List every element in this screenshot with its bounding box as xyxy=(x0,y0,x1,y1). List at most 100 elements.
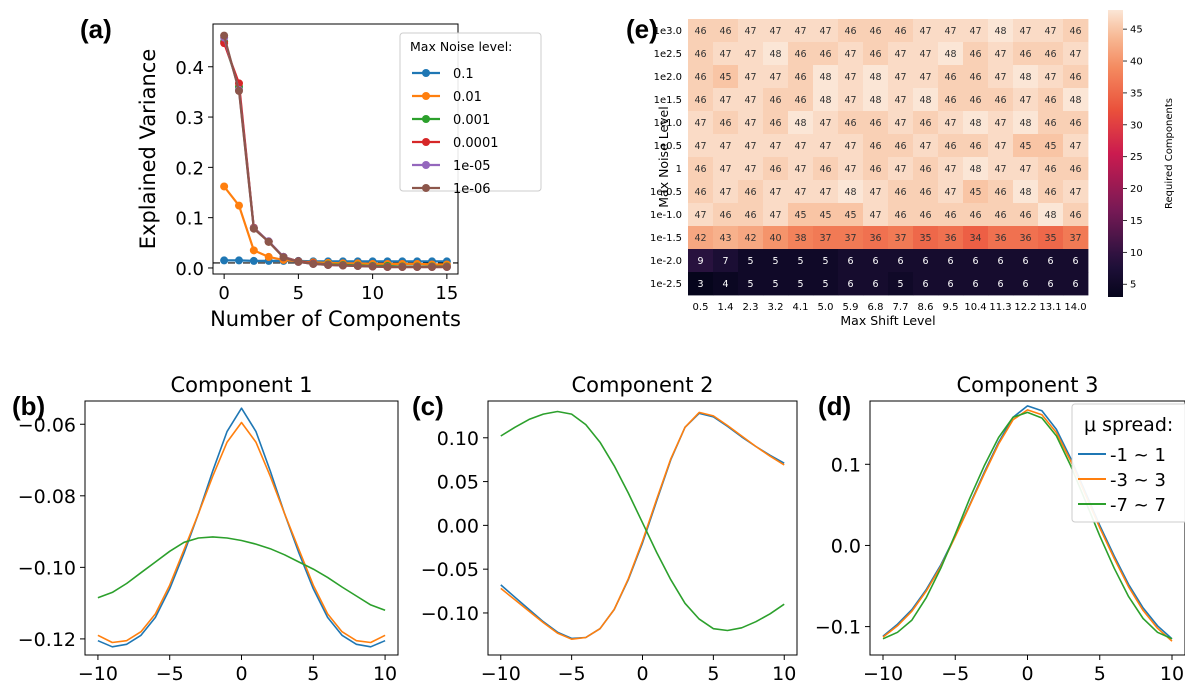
colorbar-tick-label: 20 xyxy=(1130,184,1143,195)
cell-value-label: 47 xyxy=(894,72,906,83)
cell-value-label: 47 xyxy=(869,187,881,198)
x-tick-label: 12.2 xyxy=(1014,302,1036,313)
heatmap-cell xyxy=(913,65,939,89)
x-tick-label: 7.7 xyxy=(893,302,909,313)
data-point xyxy=(234,256,243,265)
heatmap-cell xyxy=(1013,19,1039,43)
heatmap-cell xyxy=(938,272,964,296)
heatmap-cell xyxy=(988,65,1014,89)
data-point xyxy=(428,262,437,271)
heatmap-cell xyxy=(1063,134,1089,158)
cell-value-label: 47 xyxy=(819,118,831,129)
cell-value-label: 47 xyxy=(944,118,956,129)
cell-value-label: 6 xyxy=(997,279,1003,290)
heatmap-cell xyxy=(838,226,864,250)
x-tick-label: 0 xyxy=(1021,663,1033,683)
heatmap-cell xyxy=(763,272,789,296)
colorbar-tick-label: 35 xyxy=(1130,88,1143,99)
data-point xyxy=(220,182,229,191)
y-tick-label: −0.08 xyxy=(18,486,76,508)
cell-value-label: 47 xyxy=(894,164,906,175)
cell-value-label: 46 xyxy=(1044,187,1056,198)
legend-swatch-marker xyxy=(422,184,430,192)
heatmap-cell xyxy=(838,157,864,181)
y-tick-label: 0.3 xyxy=(175,108,204,129)
heatmap-cell xyxy=(688,88,714,112)
cell-value-label: 47 xyxy=(1044,26,1056,37)
x-tick-label: 11.3 xyxy=(989,302,1011,313)
legend-swatch-marker xyxy=(422,92,430,100)
cell-value-label: 6 xyxy=(947,279,953,290)
heatmap-cell xyxy=(938,203,964,227)
cell-value-label: 3 xyxy=(697,279,703,290)
heatmap-cell xyxy=(988,226,1014,250)
legend-title: Max Noise level: xyxy=(410,39,512,54)
heatmap-cell xyxy=(788,134,814,158)
cell-value-label: 46 xyxy=(1044,49,1056,60)
heatmap-cell xyxy=(1013,272,1039,296)
colorbar-label: Required Components xyxy=(1164,98,1175,209)
x-axis-label: Number of Components xyxy=(210,307,461,331)
y-tick-label: −0.05 xyxy=(421,559,479,581)
cell-value-label: 46 xyxy=(869,164,881,175)
heatmap-cell xyxy=(963,42,989,66)
heatmap-cell xyxy=(863,19,889,43)
panel-c-chart: −10 −5 0 5 10 0.10 0.05 0.00 −0.05 −0.10 Component… xyxy=(421,373,798,683)
data-point xyxy=(324,260,333,269)
heatmap-cell xyxy=(738,19,764,43)
cell-value-label: 48 xyxy=(1019,118,1031,129)
cell-value-label: 45 xyxy=(969,187,981,198)
cell-value-label: 37 xyxy=(894,233,906,244)
cell-value-label: 48 xyxy=(969,164,981,175)
cell-value-label: 46 xyxy=(894,141,906,152)
heatmap-cell xyxy=(763,249,789,273)
heatmap-cell xyxy=(1038,19,1064,43)
heatmap-cell xyxy=(913,42,939,66)
cell-value-label: 46 xyxy=(844,118,856,129)
cell-value-label: 45 xyxy=(1044,141,1056,152)
cell-value-label: 47 xyxy=(944,187,956,198)
x-tick-label: 1.4 xyxy=(718,302,734,313)
panel-label-a: (a) xyxy=(80,14,112,44)
heatmap-cell xyxy=(888,88,914,112)
cell-value-label: 46 xyxy=(869,49,881,60)
cell-value-label: 47 xyxy=(1044,72,1056,83)
heatmap-cell xyxy=(788,88,814,112)
heatmap-cell xyxy=(713,88,739,112)
heatmap-cell xyxy=(888,180,914,204)
cell-value-label: 47 xyxy=(719,95,731,106)
heatmap-cell xyxy=(1013,226,1039,250)
x-tick-label: 3.2 xyxy=(768,302,784,313)
heatmap-cell xyxy=(763,226,789,250)
cell-value-label: 47 xyxy=(944,164,956,175)
heatmap-cell xyxy=(938,249,964,273)
cell-value-label: 46 xyxy=(1019,210,1031,221)
heatmap-cell xyxy=(988,180,1014,204)
x-axis-label: Max Shift Level xyxy=(840,313,935,328)
colorbar-tick-label: 25 xyxy=(1130,152,1143,163)
cell-value-label: 9 xyxy=(697,256,703,267)
cell-value-label: 40 xyxy=(769,233,781,244)
heatmap-cell xyxy=(863,134,889,158)
y-tick-label: 0.10 xyxy=(437,428,479,450)
data-point xyxy=(338,261,347,270)
cell-value-label: 6 xyxy=(922,256,928,267)
y-tick-label: 1e2.0 xyxy=(654,72,682,83)
x-tick-label: 5.0 xyxy=(818,302,834,313)
cell-value-label: 47 xyxy=(1069,187,1081,198)
cell-value-label: 42 xyxy=(694,233,706,244)
heatmap-cell xyxy=(1013,134,1039,158)
cell-value-label: 47 xyxy=(744,26,756,37)
y-tick-label: 1e-2.5 xyxy=(650,279,682,290)
heatmap-cell xyxy=(788,111,814,135)
x-tick-label: 2.3 xyxy=(743,302,759,313)
heatmap-cell xyxy=(888,134,914,158)
cell-value-label: 5 xyxy=(822,279,828,290)
heatmap-cell xyxy=(763,180,789,204)
cell-value-label: 46 xyxy=(694,95,706,106)
cell-value-label: 47 xyxy=(944,26,956,37)
cell-value-label: 6 xyxy=(972,256,978,267)
heatmap-cell xyxy=(688,19,714,43)
heatmap-cell xyxy=(713,134,739,158)
heatmap-cell xyxy=(1063,19,1089,43)
